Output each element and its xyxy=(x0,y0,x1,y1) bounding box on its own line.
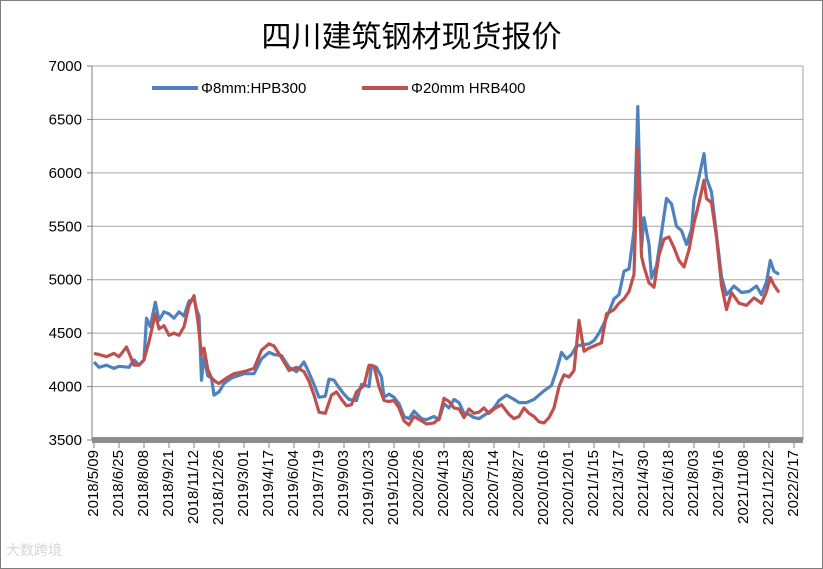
x-tick-label: 2021/8/03 xyxy=(685,450,702,517)
x-tick-label: 2020/8/27 xyxy=(510,450,527,517)
axes xyxy=(87,65,804,448)
x-tick-label: 2019/4/17 xyxy=(260,450,277,517)
y-tick-label: 4500 xyxy=(49,325,82,342)
x-axis-band xyxy=(92,437,803,443)
series-lines xyxy=(92,105,781,427)
x-tick-label: 2019/9/03 xyxy=(335,450,352,517)
x-tick-label: 2018/8/08 xyxy=(135,450,152,517)
y-tick-labels: 3500 4000 4500 5000 5500 6000 6500 7000 xyxy=(49,58,82,449)
watermark-text: 大数跨境 xyxy=(6,543,62,559)
x-tick-label: 2020/7/14 xyxy=(485,450,502,517)
x-tick-label: 2021/9/16 xyxy=(710,450,727,517)
x-tick-label: 2018/6/25 xyxy=(110,450,127,517)
x-tick-label: 2018/11/12 xyxy=(185,450,202,524)
x-tick-label: 2020/10/16 xyxy=(535,450,552,525)
x-tick-label: 2019/3/01 xyxy=(235,450,252,517)
x-tick-label: 2019/6/04 xyxy=(285,450,302,517)
legend: Φ8mm:HPB300 Φ20mm HRB400 xyxy=(152,80,526,97)
x-tick-label: 2021/1/15 xyxy=(585,450,602,517)
x-tick-label: 2021/3/17 xyxy=(610,450,627,517)
chart-title: 四川建筑钢材现货报价 xyxy=(261,20,562,55)
x-tick-label: 2020/2/26 xyxy=(410,450,427,517)
y-tick-label: 3500 xyxy=(49,432,82,449)
x-tick-label: 2018/12/26 xyxy=(210,450,227,525)
gridlines xyxy=(92,65,803,388)
x-tick-labels: 2018/5/09 2018/6/25 2018/8/08 2018/9/21 2018… xyxy=(85,450,802,525)
x-tick-label: 2021/12/22 xyxy=(760,450,777,525)
x-tick-label: 2020/4/13 xyxy=(435,450,452,517)
y-tick-label: 4000 xyxy=(49,379,82,396)
legend-label-2: Φ20mm HRB400 xyxy=(411,80,526,97)
x-tick-label: 2021/11/08 xyxy=(735,450,752,524)
x-tick-label: 2018/5/09 xyxy=(85,450,102,517)
y-tick-label: 5000 xyxy=(49,272,82,289)
x-tick-label: 2022/2/17 xyxy=(785,450,802,517)
x-tick-label: 2020/12/01 xyxy=(560,450,577,525)
x-tick-label: 2019/12/06 xyxy=(385,450,402,525)
y-tick-label: 6000 xyxy=(49,165,82,182)
x-tick-label: 2018/9/21 xyxy=(160,450,177,517)
series-line-1 xyxy=(92,105,780,422)
x-tick-label: 2019/7/19 xyxy=(310,450,327,517)
y-tick-label: 6500 xyxy=(49,111,82,128)
legend-label-1: Φ8mm:HPB300 xyxy=(201,80,306,97)
y-tick-label: 7000 xyxy=(49,58,82,75)
y-tick-label: 5500 xyxy=(49,218,82,235)
x-tick-label: 2020/5/28 xyxy=(460,450,477,517)
x-tick-label: 2021/4/30 xyxy=(635,450,652,517)
x-tick-label: 2019/10/23 xyxy=(360,450,377,525)
series-line-2 xyxy=(93,147,781,427)
x-tick-label: 2021/6/18 xyxy=(660,450,677,517)
